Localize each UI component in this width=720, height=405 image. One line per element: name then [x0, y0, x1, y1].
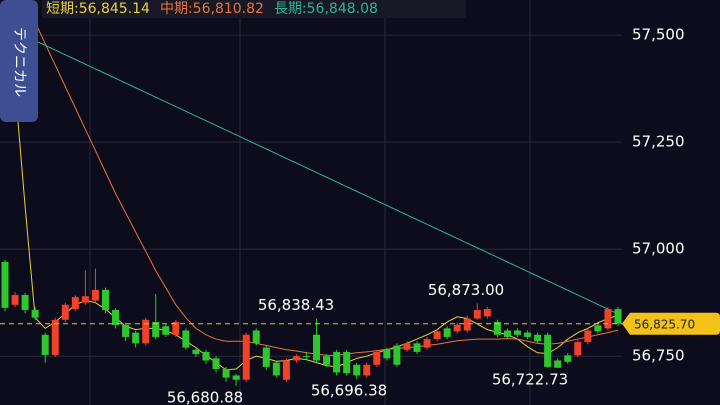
- candle-body: [142, 319, 150, 344]
- legend-entry: 中期:56,810.82: [160, 1, 264, 17]
- candle-body: [534, 334, 542, 342]
- candle-body: [413, 343, 421, 352]
- candle-body: [172, 321, 180, 335]
- candle-body: [272, 362, 280, 376]
- current-price-tag: [622, 312, 720, 335]
- side-tab[interactable]: [0, 0, 38, 122]
- candle-body: [594, 325, 602, 332]
- ma-line: [4, 26, 619, 315]
- candle-body: [493, 321, 501, 335]
- candle-body: [192, 349, 200, 355]
- price-annotation: 56,680.88: [167, 388, 243, 405]
- candle-body: [313, 334, 321, 361]
- y-tick-label: 57,000: [632, 240, 685, 258]
- candle-body: [483, 309, 491, 317]
- candle-body: [31, 309, 39, 318]
- candle-body: [353, 364, 361, 376]
- candle-body: [11, 294, 19, 305]
- candle-body: [21, 294, 29, 310]
- candle-body: [232, 375, 240, 380]
- plot: [0, 0, 622, 386]
- candle-body: [61, 304, 69, 320]
- candle-body: [302, 356, 310, 358]
- candle-body: [252, 330, 260, 344]
- candle-body: [393, 345, 401, 365]
- price-annotation: 56,873.00: [428, 281, 504, 299]
- candle-body: [544, 334, 552, 367]
- candle-body: [1, 262, 9, 308]
- candle-body: [122, 324, 130, 337]
- candle-body: [333, 351, 341, 373]
- candle-body: [132, 332, 140, 344]
- candle-body: [443, 328, 451, 337]
- candle-body: [182, 330, 190, 348]
- y-tick-label: 56,750: [632, 347, 685, 365]
- grid: [89, 0, 531, 405]
- legend-entry: 短期:56,845.14: [46, 1, 150, 17]
- ma-line: [24, 0, 619, 356]
- candle-body: [343, 351, 351, 374]
- candle-body: [222, 369, 230, 378]
- candle-body: [101, 289, 109, 310]
- y-tick-label: 57,250: [632, 133, 685, 151]
- candle-body: [292, 356, 300, 361]
- candle-body: [514, 330, 522, 335]
- candle-body: [403, 343, 411, 350]
- candle-body: [574, 342, 582, 356]
- candle-body: [41, 334, 49, 355]
- candle-body: [554, 360, 562, 368]
- candle-body: [473, 309, 481, 319]
- side-tab-label[interactable]: テクニカル: [11, 27, 27, 97]
- ma-line: [4, 9, 619, 371]
- legend-box: [42, 0, 466, 18]
- candle-body: [51, 319, 59, 355]
- candle-body: [524, 332, 532, 337]
- y-tick-label: 57,500: [632, 26, 685, 44]
- candle-body: [503, 330, 511, 337]
- price-annotation: 56,838.43: [258, 296, 334, 314]
- candle-body: [363, 364, 371, 376]
- candle-body: [614, 309, 622, 324]
- candle-body: [212, 358, 220, 370]
- candle-body: [423, 339, 431, 348]
- candle-body: [152, 321, 160, 337]
- candle-body: [91, 289, 99, 301]
- candle-body: [202, 351, 210, 361]
- price-annotation: 56,722.73: [492, 370, 568, 388]
- legend-entry: 長期:56,848.08: [274, 1, 378, 17]
- candle-body: [383, 349, 391, 359]
- candle-body: [162, 326, 170, 335]
- candle-body: [604, 309, 612, 329]
- candle-body: [282, 360, 290, 380]
- candle-body: [323, 356, 331, 365]
- candle-body: [112, 309, 120, 325]
- price-annotation: 56,696.38: [311, 382, 387, 400]
- candle-body: [433, 331, 441, 340]
- candle-body: [242, 334, 250, 380]
- candle-body: [71, 297, 79, 310]
- candle-body: [262, 347, 270, 367]
- candle-body: [81, 296, 89, 303]
- candle-body: [564, 355, 572, 362]
- candle-body: [373, 351, 381, 365]
- current-price-label: 56,825.70: [634, 317, 695, 331]
- candle-body: [584, 330, 592, 343]
- candle-body: [453, 324, 461, 332]
- candle-body: [463, 318, 471, 331]
